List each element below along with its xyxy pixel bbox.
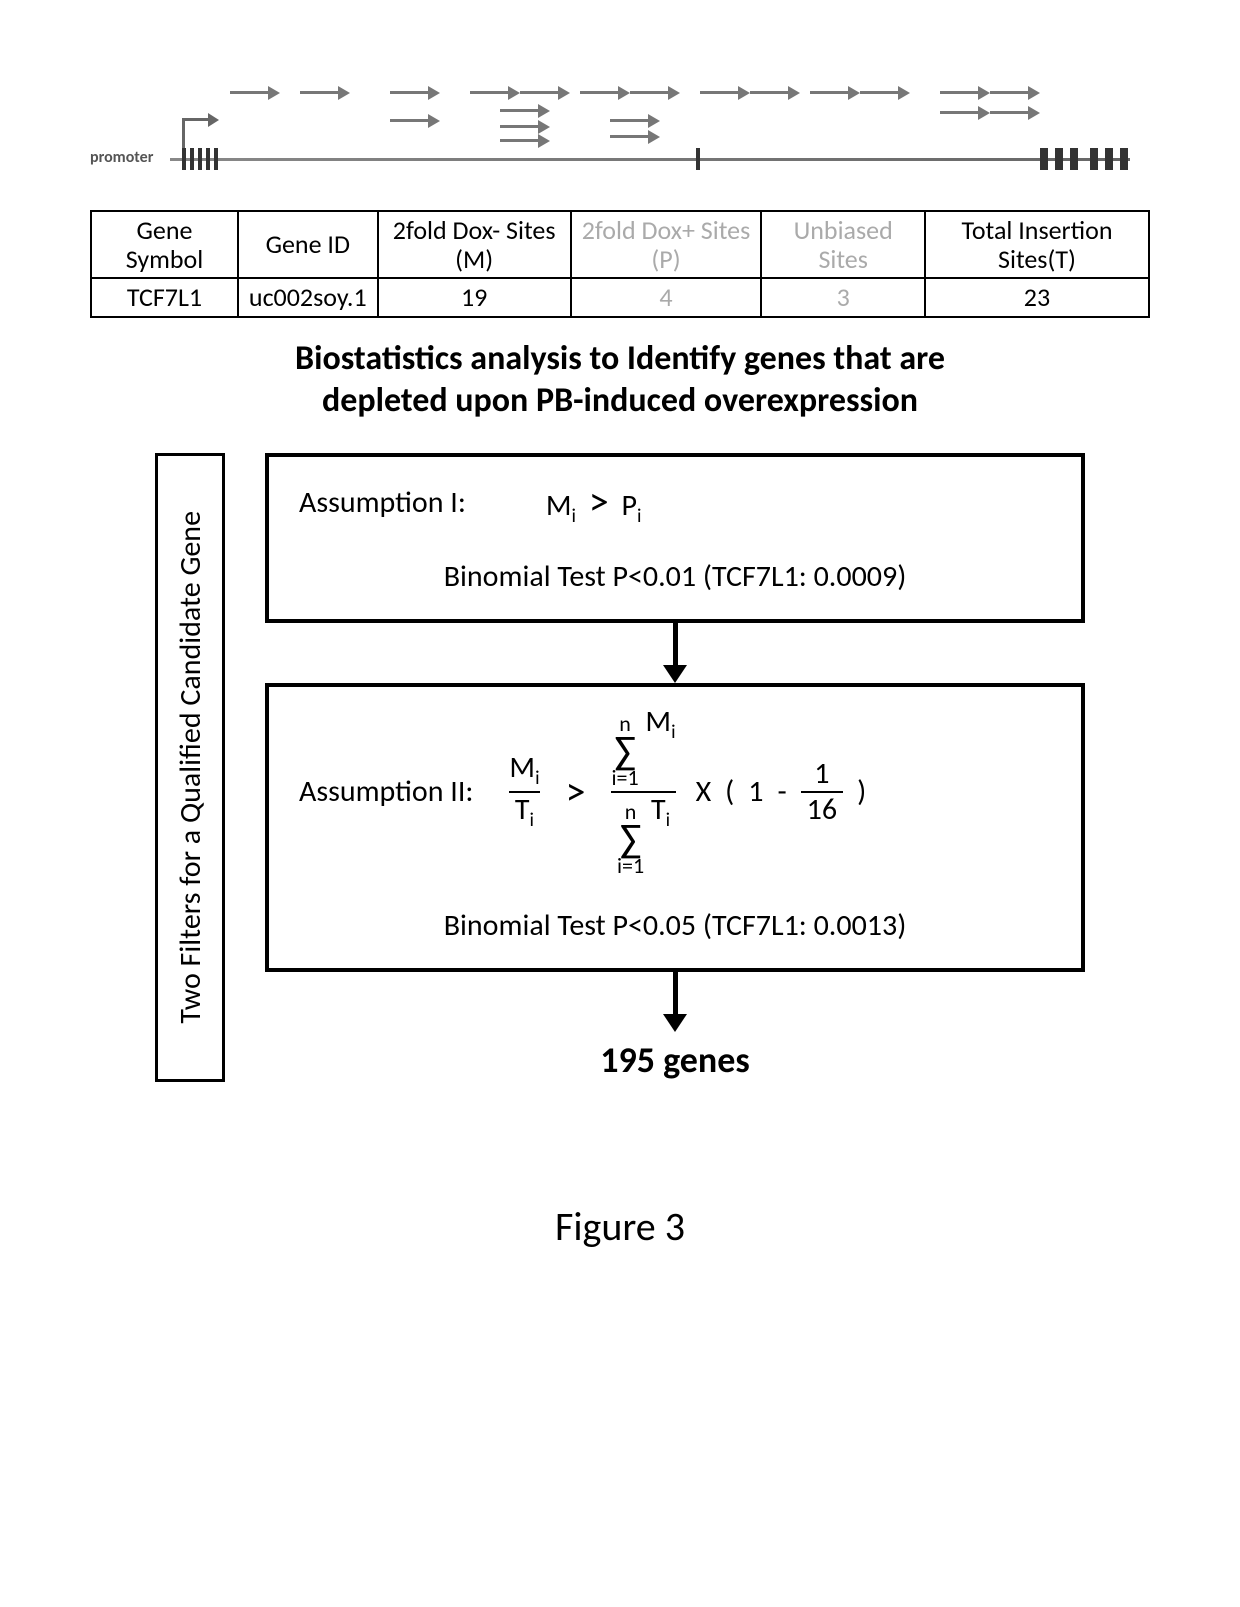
table-row: TCF7L1 uc002soy.1 19 4 3 23 — [91, 278, 1149, 317]
cell-total: 23 — [925, 278, 1149, 317]
exon-mark — [190, 148, 194, 170]
exon-mark — [1120, 148, 1128, 170]
exon-mark — [1105, 148, 1113, 170]
down-arrow-icon — [663, 623, 687, 683]
exon-mark — [198, 148, 202, 170]
col-gene-id: Gene ID — [238, 211, 378, 278]
insertion-arrow-icon — [500, 104, 550, 118]
result-genes: 195 genes — [600, 1038, 749, 1082]
cell-dox-plus: 4 — [571, 278, 762, 317]
insertion-arrow-icon — [990, 86, 1040, 100]
assumption-1-label: Assumption I: — [299, 484, 466, 521]
gene-insertion-diagram: promoter — [90, 80, 1150, 200]
insertion-arrow-icon — [580, 86, 630, 100]
side-label: Two Filters for a Qualified Candidate Ge… — [174, 511, 207, 1024]
assumption-2-label: Assumption II: — [299, 773, 473, 810]
col-gene-symbol: Gene Symbol — [91, 211, 238, 278]
insertion-arrow-icon — [630, 86, 680, 100]
insertion-arrow-icon — [860, 86, 910, 100]
col-total: Total Insertion Sites(T) — [925, 211, 1149, 278]
insertion-arrow-icon — [940, 106, 990, 120]
exon-mark — [1040, 148, 1048, 170]
col-unbiased: Unbiased Sites — [761, 211, 925, 278]
assumption-2-box: Assumption II: Mi Ti > n∑i=1 Mi n∑i=1 — [265, 683, 1085, 972]
binomial-test-2: Binomial Test P<0.05 (TCF7L1: 0.0013) — [299, 907, 1051, 944]
insertion-arrow-icon — [230, 86, 280, 100]
insertion-arrow-icon — [500, 120, 550, 134]
cell-unbiased: 3 — [761, 278, 925, 317]
title-line-2: depleted upon PB-induced overexpression — [322, 380, 918, 421]
down-arrow-icon — [663, 972, 687, 1032]
insertion-arrow-icon — [520, 86, 570, 100]
insertion-arrow-icon — [990, 106, 1040, 120]
filter-flowchart: Two Filters for a Qualified Candidate Ge… — [90, 453, 1150, 1082]
figure-label: Figure 3 — [40, 1202, 1200, 1251]
exon-mark — [182, 148, 186, 170]
assumption-1-expr: Mi > Pi — [546, 477, 642, 528]
cell-gene-symbol: TCF7L1 — [91, 278, 238, 317]
title-line-1: Biostatistics analysis to Identify genes… — [295, 338, 945, 379]
gene-data-table: Gene Symbol Gene ID 2fold Dox- Sites (M)… — [90, 210, 1150, 318]
assumption-1-box: Assumption I: Mi > Pi Binomial Test P<0.… — [265, 453, 1085, 623]
assumption-2-formula: Mi Ti > n∑i=1 Mi n∑i=1 Ti X — [503, 707, 866, 877]
insertion-arrow-icon — [470, 86, 520, 100]
flow-column: Assumption I: Mi > Pi Binomial Test P<0.… — [265, 453, 1085, 1082]
gene-axis — [170, 158, 1130, 161]
insertion-arrow-icon — [940, 86, 990, 100]
table-header-row: Gene Symbol Gene ID 2fold Dox- Sites (M)… — [91, 211, 1149, 278]
insertion-arrow-icon — [300, 86, 350, 100]
insertion-arrow-icon — [750, 86, 800, 100]
insertion-arrow-icon — [390, 86, 440, 100]
col-dox-minus: 2fold Dox- Sites (M) — [378, 211, 571, 278]
assumption-2-row: Assumption II: Mi Ti > n∑i=1 Mi n∑i=1 — [299, 707, 1051, 877]
cell-dox-minus: 19 — [378, 278, 571, 317]
insertion-arrow-icon — [610, 130, 660, 144]
analysis-title: Biostatistics analysis to Identify genes… — [140, 338, 1100, 423]
insertion-arrow-icon — [390, 114, 440, 128]
col-dox-plus: 2fold Dox+ Sites (P) — [571, 211, 762, 278]
insertion-arrow-icon — [700, 86, 750, 100]
exon-mark — [696, 148, 700, 170]
assumption-1-row: Assumption I: Mi > Pi — [299, 477, 1051, 528]
binomial-test-1: Binomial Test P<0.01 (TCF7L1: 0.0009) — [299, 558, 1051, 595]
exon-mark — [214, 148, 218, 170]
exon-mark — [206, 148, 210, 170]
insertion-arrow-icon — [500, 134, 550, 148]
side-label-box: Two Filters for a Qualified Candidate Ge… — [155, 453, 225, 1082]
exon-mark — [1090, 148, 1098, 170]
exon-mark — [1070, 148, 1078, 170]
insertion-arrow-icon — [610, 114, 660, 128]
promoter-label: promoter — [90, 148, 153, 167]
insertion-arrow-icon — [810, 86, 860, 100]
exon-mark — [1055, 148, 1063, 170]
cell-gene-id: uc002soy.1 — [238, 278, 378, 317]
